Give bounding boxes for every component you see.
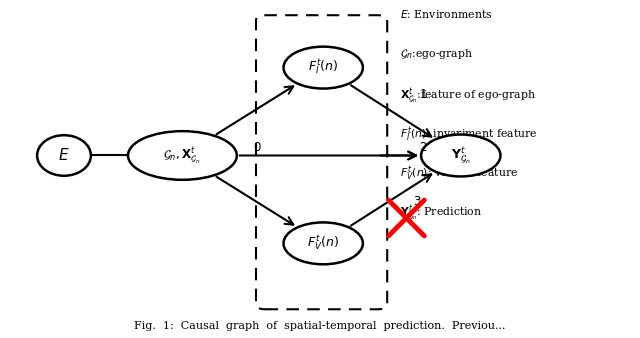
Text: $F^t_V(n)$: $F^t_V(n)$	[307, 234, 339, 253]
Text: 3: 3	[413, 195, 420, 208]
Text: $\mathcal{G}_n$:ego-graph: $\mathcal{G}_n$:ego-graph	[400, 47, 473, 61]
Text: Fig.  1:  Causal  graph  of  spatial-temporal  prediction.  Previou...: Fig. 1: Causal graph of spatial-temporal…	[134, 321, 506, 331]
Ellipse shape	[421, 135, 500, 176]
Text: 2: 2	[419, 141, 427, 153]
Ellipse shape	[128, 131, 237, 180]
Text: $F^t_I(n)$: invariment feature: $F^t_I(n)$: invariment feature	[400, 125, 538, 144]
Text: 1: 1	[419, 88, 427, 101]
Text: $\mathbf{X}^t_{\mathcal{G}_n}$:feature of ego-graph: $\mathbf{X}^t_{\mathcal{G}_n}$:feature o…	[400, 86, 536, 106]
Text: $E$: $E$	[58, 147, 70, 164]
Ellipse shape	[37, 135, 91, 176]
Text: $F^t_V(n)$: variant feature: $F^t_V(n)$: variant feature	[400, 164, 518, 183]
Text: 0: 0	[253, 141, 260, 153]
Ellipse shape	[284, 47, 363, 89]
Text: $F^t_I(n)$: $F^t_I(n)$	[308, 58, 339, 77]
Text: $\mathbf{Y}^t_{\mathcal{G}_n}$: Prediction: $\mathbf{Y}^t_{\mathcal{G}_n}$: Predicti…	[400, 203, 483, 222]
Text: $\mathcal{G}_n, \mathbf{X}^t_{\mathcal{G}_n}$: $\mathcal{G}_n, \mathbf{X}^t_{\mathcal{G…	[163, 145, 202, 166]
Text: $\mathbf{Y}^t_{\mathcal{G}_n}$: $\mathbf{Y}^t_{\mathcal{G}_n}$	[451, 145, 471, 166]
Ellipse shape	[284, 222, 363, 264]
Text: $E$: Environments: $E$: Environments	[400, 8, 492, 21]
